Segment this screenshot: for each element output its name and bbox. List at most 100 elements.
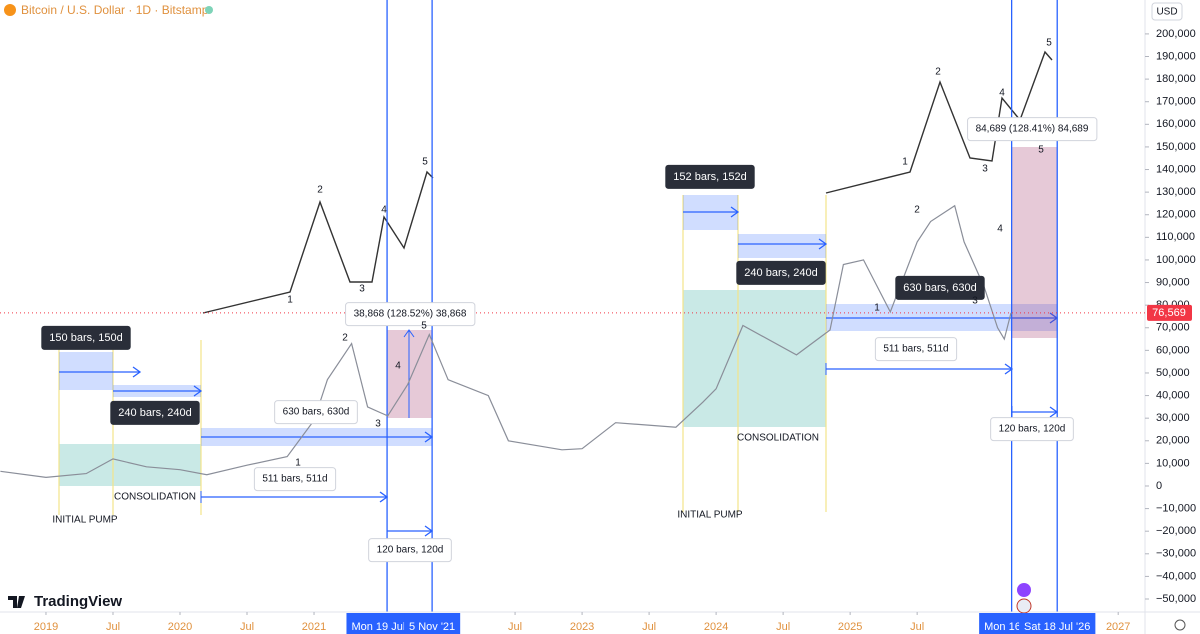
- annotation: 120 bars, 120d: [377, 545, 444, 556]
- flag-icon[interactable]: [1016, 598, 1032, 614]
- x-tick-label: 2021: [302, 621, 326, 633]
- x-tick-label: Jul: [508, 621, 522, 633]
- wave-label: 1: [874, 303, 880, 314]
- brand-logo: [8, 596, 25, 608]
- y-tick-label: −50,000: [1156, 593, 1196, 605]
- y-tick-label: 20,000: [1156, 435, 1190, 447]
- y-tick-label: 140,000: [1156, 163, 1196, 175]
- x-tick-label: 2025: [838, 621, 862, 633]
- x-tick-label: 2027: [1106, 621, 1130, 633]
- annotation-box: [253, 467, 337, 492]
- consolidation-box: [59, 444, 201, 486]
- wave-label: 5: [1046, 38, 1052, 49]
- y-tick-label: 170,000: [1156, 96, 1196, 108]
- wave-label: 2: [935, 67, 941, 78]
- event-icon[interactable]: [1017, 583, 1031, 597]
- symbol-icon: [4, 4, 16, 16]
- y-tick-label: 120,000: [1156, 209, 1196, 221]
- x-tick-label: Jul: [776, 621, 790, 633]
- time-highlight: [404, 613, 461, 634]
- wave-label: 5: [1038, 145, 1044, 156]
- wave-label: 2: [342, 333, 348, 344]
- annotation: 240 bars, 240d: [118, 407, 191, 419]
- wave-label: 3: [982, 164, 988, 175]
- y-tick-label: 40,000: [1156, 389, 1190, 401]
- wave-label: 5: [422, 157, 428, 168]
- wave-label: 1: [287, 295, 293, 306]
- wave-label: 4: [381, 205, 387, 216]
- annotation: 152 bars, 152d: [673, 171, 746, 183]
- annotation: 84,689 (128.41%) 84,689: [976, 124, 1089, 135]
- annotation: 150 bars, 150d: [49, 332, 122, 344]
- x-tick-label: 2019: [34, 621, 58, 633]
- wave-label: 1: [295, 458, 301, 469]
- annotation: 511 bars, 511d: [883, 344, 948, 355]
- annotation-box: [274, 400, 358, 425]
- y-tick-label: 30,000: [1156, 412, 1190, 424]
- range-box: [59, 352, 113, 390]
- annotation: 630 bars, 630d: [283, 407, 350, 418]
- annotation-box: [665, 164, 755, 189]
- y-tick-label: −20,000: [1156, 525, 1196, 537]
- y-tick-label: 130,000: [1156, 186, 1196, 198]
- y-tick-label: 60,000: [1156, 344, 1190, 356]
- annotation-box: [736, 260, 826, 285]
- arrow-head: [132, 366, 142, 378]
- wave-label: 3: [972, 296, 978, 307]
- y-tick-label: 180,000: [1156, 73, 1196, 85]
- y-tick-label: 0: [1156, 480, 1162, 492]
- arrow-head: [730, 206, 740, 218]
- annotation-box: [895, 275, 985, 300]
- brand: TradingView: [34, 593, 122, 610]
- drawings: [0, 0, 1059, 612]
- wave-projection: [825, 50, 1053, 194]
- price-line: [0, 204, 1012, 479]
- wave-projection: [202, 170, 434, 314]
- currency[interactable]: USD: [1156, 7, 1177, 18]
- arrow-head: [193, 385, 203, 397]
- annotation-box: [967, 117, 1098, 142]
- annotation: 38,868 (128.52%) 38,868: [354, 309, 467, 320]
- measure-box: [1012, 147, 1057, 338]
- currency-button[interactable]: [1151, 2, 1183, 21]
- x-tick-label: Jul: [106, 621, 120, 633]
- settings-icon[interactable]: [1174, 619, 1186, 631]
- wave-label: 4: [999, 88, 1005, 99]
- range-box: [738, 234, 826, 258]
- x-tick-label: 2023: [570, 621, 594, 633]
- annotation-box: [990, 417, 1074, 442]
- annotation: CONSOLIDATION: [114, 492, 196, 503]
- annotation: 630 bars, 630d: [903, 282, 976, 294]
- status-dot: [205, 6, 213, 14]
- y-tick-label: −40,000: [1156, 570, 1196, 582]
- x-tick-label: Jul: [910, 621, 924, 633]
- wave-label: 4: [997, 224, 1003, 235]
- annotation-box: [110, 400, 200, 425]
- y-tick-label: 110,000: [1156, 231, 1195, 243]
- time-label: Sat 18 Jul '26: [1024, 621, 1090, 633]
- annotation-box: [41, 325, 131, 350]
- symbol-title: Bitcoin / U.S. Dollar · 1D · Bitstamp: [21, 3, 209, 17]
- y-tick-label: 10,000: [1156, 457, 1190, 469]
- measure-arrow: [403, 329, 415, 418]
- annotation: 511 bars, 511d: [262, 474, 327, 485]
- y-tick-label: −10,000: [1156, 502, 1196, 514]
- annotation: 240 bars, 240d: [744, 267, 817, 279]
- x-tick-label: 2024: [704, 621, 728, 633]
- time-highlight: [1019, 613, 1096, 634]
- annotation: INITIAL PUMP: [52, 515, 118, 526]
- annotation: INITIAL PUMP: [677, 510, 743, 521]
- time-label: 5 Nov '21: [409, 621, 455, 633]
- annotation: CONSOLIDATION: [737, 433, 819, 444]
- x-tick-label: Jul: [240, 621, 254, 633]
- annotation: 120 bars, 120d: [999, 424, 1066, 435]
- wave-label: 3: [375, 419, 381, 430]
- y-tick-label: 90,000: [1156, 276, 1190, 288]
- arrow-head: [818, 238, 828, 250]
- y-tick-label: 150,000: [1156, 141, 1196, 153]
- y-tick-label: 50,000: [1156, 367, 1190, 379]
- wave-label: 4: [395, 361, 401, 372]
- y-tick-label: 190,000: [1156, 50, 1196, 62]
